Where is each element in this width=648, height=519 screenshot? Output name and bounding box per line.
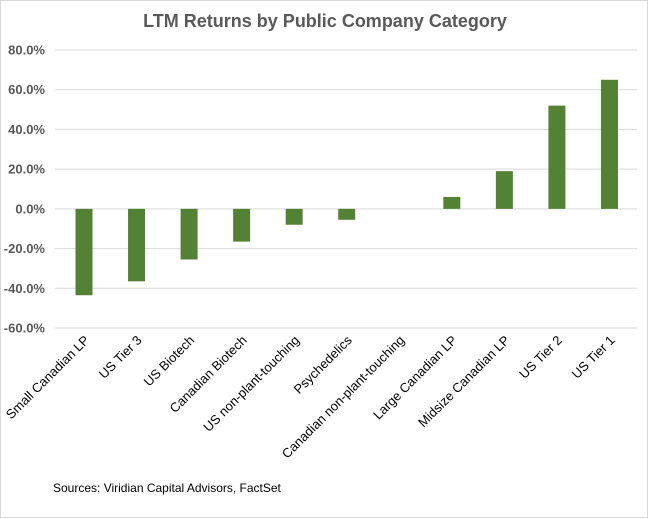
- x-category-label: US non-plant-touching: [200, 333, 302, 435]
- y-tick-label: 60.0%: [8, 82, 45, 97]
- bar: [495, 171, 513, 209]
- x-category-label: Small Canadian LP: [3, 333, 92, 422]
- source-note: Sources: Viridian Capital Advisors, Fact…: [53, 481, 281, 495]
- bar: [548, 105, 566, 209]
- chart-title: LTM Returns by Public Company Category: [143, 11, 507, 31]
- y-tick-label: 0.0%: [15, 201, 45, 216]
- y-tick-label: 40.0%: [8, 122, 45, 137]
- bar: [128, 208, 146, 282]
- x-category-label: Midsize Canadian LP: [415, 333, 512, 430]
- x-category-label: US Tier 1: [569, 333, 618, 382]
- bar: [75, 208, 93, 296]
- bar: [443, 196, 461, 209]
- y-tick-label: 20.0%: [8, 162, 45, 177]
- bar: [600, 79, 618, 209]
- bar: [180, 208, 198, 260]
- x-category-label: US Tier 2: [516, 333, 565, 382]
- y-tick-label: -60.0%: [4, 321, 46, 336]
- x-category-label: US Tier 3: [96, 333, 145, 382]
- y-tick-label: 80.0%: [8, 43, 45, 58]
- y-tick-label: -40.0%: [4, 281, 46, 296]
- x-category-label: US Biotech: [141, 333, 198, 390]
- bar: [233, 208, 251, 242]
- bar: [338, 208, 356, 220]
- y-tick-label: -20.0%: [4, 241, 46, 256]
- bar: [285, 208, 303, 225]
